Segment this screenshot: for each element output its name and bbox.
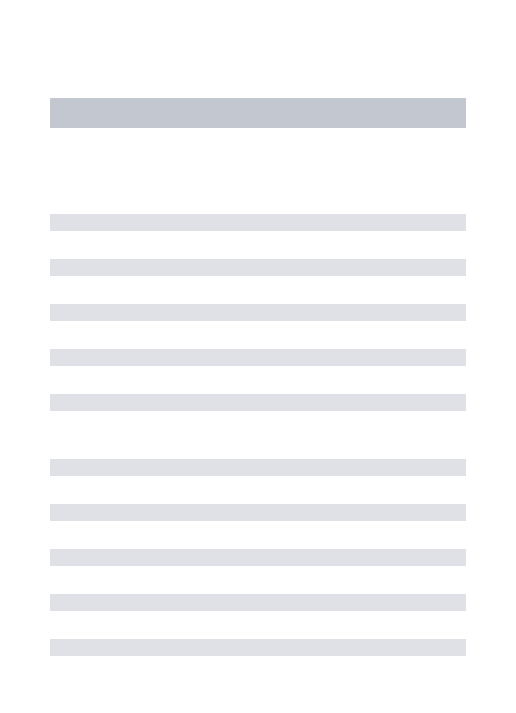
skeleton-title-bar <box>50 98 466 128</box>
skeleton-paragraph-1 <box>50 214 466 411</box>
skeleton-line <box>50 639 466 656</box>
skeleton-paragraph-2 <box>50 459 466 656</box>
skeleton-line <box>50 459 466 476</box>
skeleton-line <box>50 549 466 566</box>
skeleton-line <box>50 304 466 321</box>
skeleton-line <box>50 349 466 366</box>
skeleton-line <box>50 504 466 521</box>
skeleton-line <box>50 214 466 231</box>
skeleton-document <box>0 0 516 656</box>
skeleton-line <box>50 394 466 411</box>
skeleton-line <box>50 259 466 276</box>
skeleton-line <box>50 594 466 611</box>
